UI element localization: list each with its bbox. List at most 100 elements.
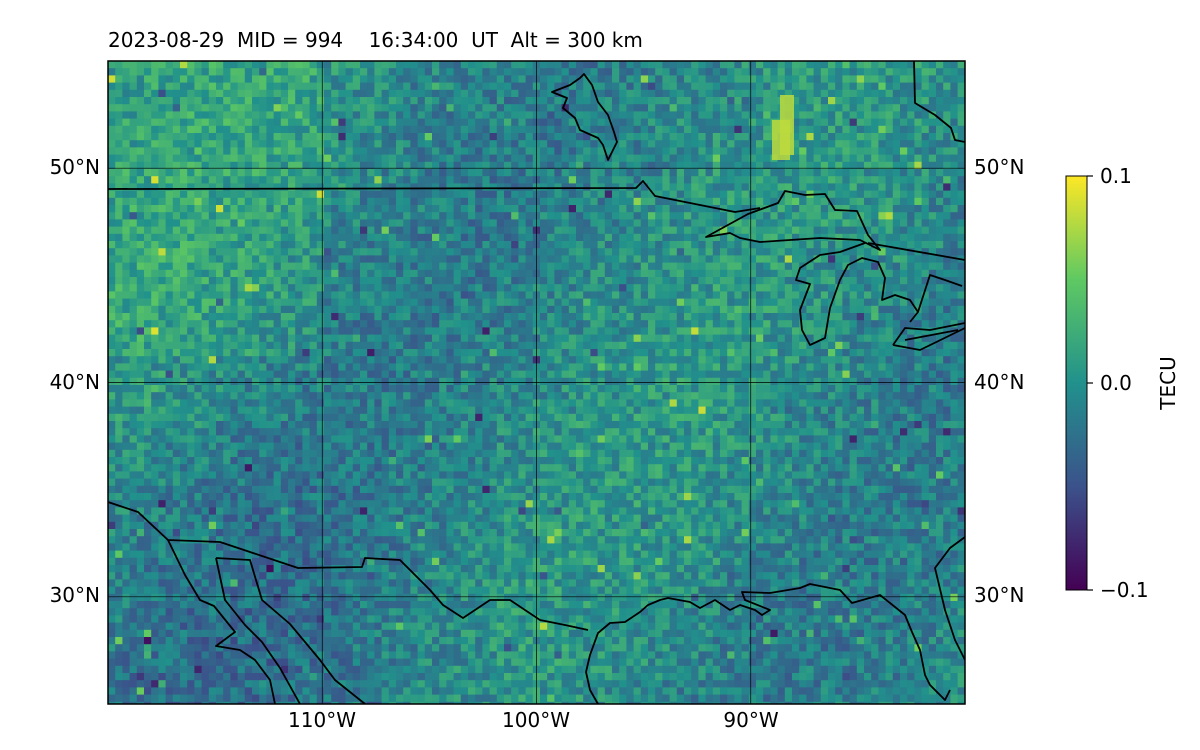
tec-cell: [813, 313, 822, 321]
tec-cell: [237, 176, 246, 184]
tec-cell: [583, 212, 591, 220]
tec-cell: [619, 219, 627, 227]
tec-cell: [424, 255, 433, 263]
tec-cell: [792, 255, 800, 263]
tec-cell: [583, 68, 591, 76]
tec-cell: [396, 125, 404, 134]
tec-cell: [374, 75, 382, 83]
tec-cell: [316, 154, 325, 163]
tec-cell: [129, 327, 138, 335]
tec-cell: [547, 104, 555, 112]
tec-cell: [907, 327, 915, 335]
tec-cell: [943, 313, 951, 321]
tec-cell: [259, 82, 267, 91]
tec-cell: [244, 68, 253, 76]
tec-cell: [475, 212, 483, 220]
tec-cell: [727, 147, 735, 155]
tec-cell: [640, 327, 649, 335]
tec-cell: [835, 111, 843, 119]
tec-cell: [460, 277, 469, 285]
tec-cell: [410, 133, 418, 141]
tec-cell: [338, 133, 346, 141]
tec-cell: [835, 327, 843, 335]
tec-cell: [223, 161, 231, 170]
tec-cell: [446, 190, 454, 199]
tec-cell: [388, 255, 397, 263]
tec-cell: [784, 334, 793, 343]
tec-cell: [187, 233, 195, 242]
tec-cell: [928, 241, 937, 249]
tec-cell: [792, 320, 800, 328]
tec-cell: [331, 118, 339, 127]
tec-cell: [345, 349, 354, 357]
tec-cell: [885, 190, 894, 199]
tec-cell: [302, 219, 310, 227]
tec-cell: [619, 147, 627, 155]
tec-cell: [446, 356, 454, 364]
tec-cell: [151, 197, 159, 206]
tec-cell: [734, 341, 742, 350]
tec-cell: [597, 68, 606, 76]
tec-cell: [367, 97, 375, 105]
tec-cell: [698, 226, 706, 235]
tec-cell: [698, 291, 706, 299]
tec-cell: [396, 305, 404, 314]
tec-cell: [806, 75, 814, 83]
tec-cell: [237, 241, 246, 249]
tec-cell: [936, 118, 944, 127]
tec-cell: [619, 334, 627, 343]
tec-cell: [108, 197, 116, 206]
tec-cell: [619, 75, 627, 83]
tec-cell: [878, 111, 886, 119]
tec-cell: [504, 313, 512, 321]
tec-cell: [669, 104, 678, 112]
tec-cell: [244, 233, 253, 242]
tec-cell: [727, 154, 735, 163]
tec-cell: [223, 305, 231, 314]
tec-cell: [583, 190, 591, 199]
tec-cell: [475, 248, 483, 256]
tec-cell: [230, 183, 238, 191]
tec-cell: [907, 176, 915, 184]
tec-cell: [223, 233, 231, 242]
tec-cell: [187, 241, 195, 249]
tec-cell: [266, 97, 274, 105]
tec-cell: [662, 147, 670, 155]
tec-cell: [144, 255, 152, 263]
tec-cell: [799, 205, 807, 213]
tec-cell: [655, 269, 663, 278]
tec-cell: [763, 334, 771, 343]
tec-cell: [734, 89, 742, 98]
tec-cell: [201, 219, 210, 227]
tec-cell: [158, 226, 166, 235]
tec-cell: [475, 226, 483, 235]
tec-cell: [446, 248, 454, 256]
tec-cell: [864, 161, 872, 170]
tec-cell: [432, 334, 440, 343]
tec-cell: [720, 125, 728, 134]
tec-cell: [352, 89, 361, 98]
tec-cell: [720, 104, 728, 112]
tec-cell: [180, 313, 188, 321]
tec-cell: [741, 133, 750, 141]
tec-cell: [424, 320, 433, 328]
tec-cell: [964, 269, 965, 278]
tec-cell: [561, 226, 570, 235]
tec-cell: [432, 205, 440, 213]
tec-cell: [223, 341, 231, 350]
tec-cell: [820, 291, 829, 299]
tec-cell: [381, 226, 390, 235]
tec-cell: [309, 183, 318, 191]
tec-cell: [612, 161, 620, 170]
tec-cell: [892, 61, 901, 69]
tec-cell: [856, 82, 865, 91]
tec-cell: [806, 176, 814, 184]
tec-cell: [864, 75, 872, 83]
tec-cell: [756, 226, 764, 235]
tec-cell: [165, 89, 174, 98]
tec-cell: [345, 212, 354, 220]
tec-cell: [180, 291, 188, 299]
tec-cell: [489, 140, 498, 148]
tec-cell: [144, 125, 152, 134]
tec-cell: [331, 334, 339, 343]
